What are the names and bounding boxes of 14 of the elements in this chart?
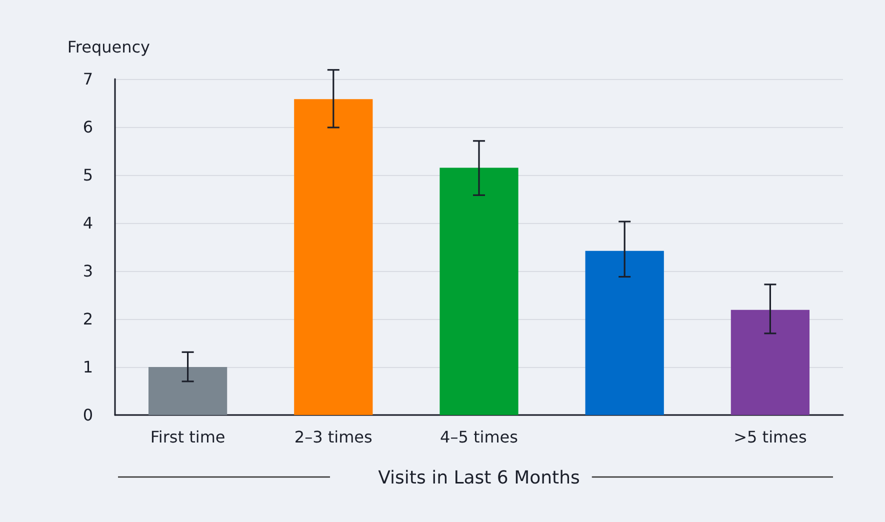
x-tick-label: 2–3 times [294,428,372,446]
y-tick-label: 4 [82,214,93,232]
y-tick-label: 5 [82,166,93,184]
y-tick-label: 2 [82,310,93,328]
y-tick-label: 3 [82,262,93,280]
y-axis-title: Frequency [67,38,150,56]
x-tick-label: 4–5 times [440,428,518,446]
y-tick-label: 6 [82,118,93,136]
x-axis-title: Visits in Last 6 Months [378,468,580,488]
y-tick-label: 7 [82,70,93,88]
x-tick-label: First time [150,428,226,446]
x-tick-label: >5 times [734,428,807,446]
y-tick-label: 1 [82,358,93,376]
y-tick-label: 0 [82,406,93,424]
